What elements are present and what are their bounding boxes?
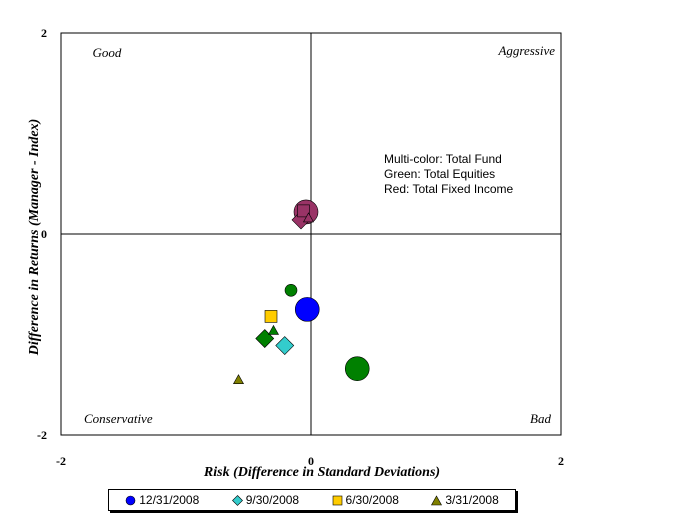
quadrant-label-conservative: Conservative: [84, 411, 153, 426]
x-tick-label: 0: [308, 454, 314, 468]
legend-label: 6/30/2008: [345, 493, 399, 507]
data-point-circle: [284, 283, 298, 297]
legend-square-icon: [332, 495, 342, 505]
legend-item-3-31-2008: 3/31/2008: [431, 493, 499, 507]
annotation-line-3: Red: Total Fixed Income: [384, 182, 514, 196]
annotation-line-1: Multi-color: Total Fund: [384, 152, 502, 166]
quadrant-label-bad: Bad: [530, 411, 551, 426]
x-tick-label: -2: [56, 454, 66, 468]
x-axis-title: Risk (Difference in Standard Deviations): [203, 465, 440, 480]
data-point-triangle: [267, 324, 280, 335]
legend-triangle-icon: [431, 494, 443, 505]
data-point-circle: [344, 356, 370, 381]
y-tick-label: 0: [41, 227, 47, 241]
y-tick-label: 2: [41, 26, 47, 40]
data-point-square: [297, 204, 310, 218]
legend-label: 3/31/2008: [445, 493, 499, 507]
annotation-line-2: Green: Total Equities: [384, 167, 495, 181]
legend-label: 9/30/2008: [245, 493, 300, 507]
legend-item-12-31-2008: 12/31/2008: [125, 493, 199, 507]
data-point-circle: [294, 297, 320, 322]
data-point-triangle: [302, 212, 315, 223]
legend: 12/31/2008 9/30/2008 6/30/2008 3/31/2008: [108, 489, 516, 511]
legend-diamond-icon: [231, 494, 243, 506]
quadrant-label-good: Good: [93, 45, 122, 60]
data-point-diamond: [275, 336, 295, 355]
legend-circle-icon: [125, 495, 136, 505]
legend-item-6-30-2008: 6/30/2008: [332, 493, 399, 507]
y-tick-label: -2: [37, 428, 47, 442]
y-axis-title: Difference in Returns (Manager - Index): [27, 119, 42, 357]
quadrant-label-aggressive: Aggressive: [497, 43, 555, 58]
data-point-square: [264, 310, 278, 323]
data-point-triangle: [232, 374, 245, 385]
x-tick-label: 2: [558, 454, 564, 468]
legend-label: 12/31/2008: [139, 493, 200, 507]
legend-item-9-30-2008: 9/30/2008: [231, 493, 300, 507]
